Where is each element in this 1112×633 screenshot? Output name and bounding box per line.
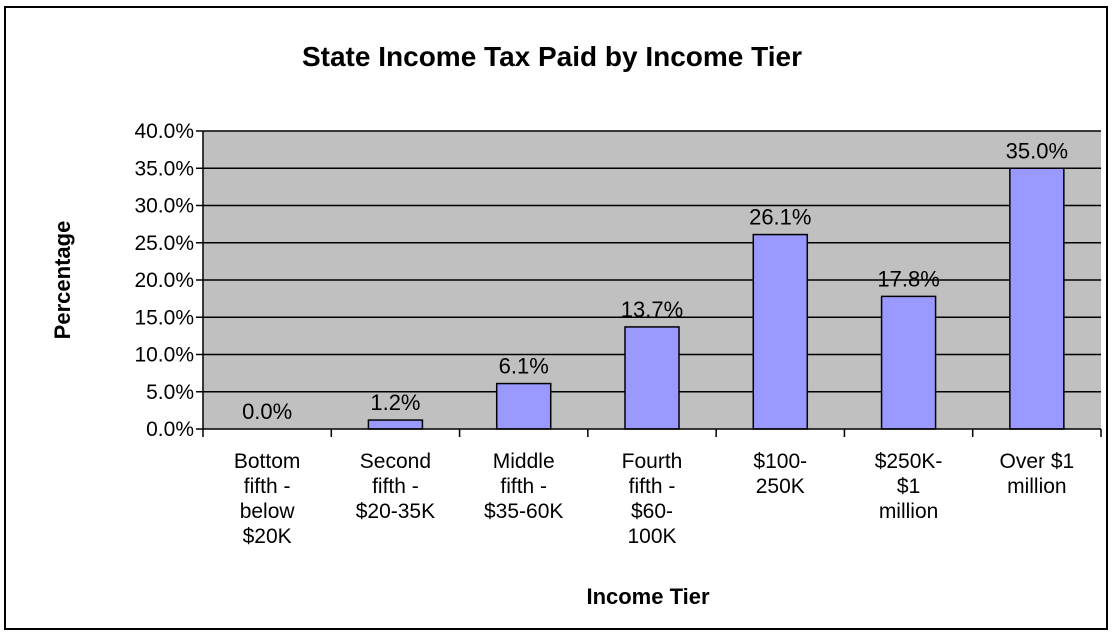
category-label-line: Bottom: [234, 450, 301, 473]
bar: [752, 233, 809, 430]
bar: [495, 382, 552, 430]
category-label-line: $20-35K: [356, 500, 435, 523]
x-axis-title: Income Tier: [586, 584, 710, 609]
category-label-line: 100K: [627, 525, 676, 548]
chart-title: State Income Tax Paid by Income Tier: [302, 41, 802, 72]
category-label-line: fifth -: [500, 475, 547, 498]
category-label-line: 250K: [756, 475, 805, 498]
data-labels: 0.0% 1.2% 6.1% 13.7% 26.1% 17.8% 35.0%: [242, 138, 1068, 424]
y-tick-labels: 0.0% 5.0% 10.0% 15.0% 20.0% 25.0% 30.0% 35.0% 40…: [134, 120, 194, 441]
category-label-line: fifth -: [244, 475, 291, 498]
category-label-line: Middle: [493, 450, 555, 473]
y-axis-title: Percentage: [50, 221, 75, 340]
y-tick-label: 10.0%: [134, 344, 194, 367]
category-label: Bottom fifth -below $20K: [234, 450, 301, 548]
y-tick-label: 30.0%: [134, 195, 194, 218]
data-label: 1.2%: [370, 390, 420, 415]
chart-frame: State Income Tax Paid by Income Tier 0.0…: [4, 6, 1108, 630]
category-label: Second fifth -$20-35K: [356, 450, 435, 523]
bar-chart: State Income Tax Paid by Income Tier 0.0…: [50, 41, 1102, 609]
category-label-line: Second: [360, 450, 431, 473]
axes: [196, 130, 1102, 437]
category-label-line: Over $1: [1000, 450, 1075, 473]
category-label-line: fifth -: [629, 475, 676, 498]
y-tick-label: 0.0%: [146, 418, 194, 441]
bar: [624, 326, 680, 430]
category-label-line: fifth -: [372, 475, 419, 498]
category-label-line: $35-60K: [484, 500, 563, 523]
y-tick-label: 40.0%: [134, 120, 194, 143]
bar: [880, 295, 937, 430]
data-label: 0.0%: [242, 399, 292, 424]
category-label-line: $100-: [753, 450, 807, 473]
category-label-line: $20K: [243, 525, 292, 548]
data-label: 13.7%: [621, 297, 683, 322]
category-label-line: million: [879, 500, 939, 523]
y-tick-label: 25.0%: [134, 232, 194, 255]
data-label: 26.1%: [749, 205, 811, 230]
bar: [367, 419, 424, 430]
category-label-line: below: [240, 500, 296, 523]
category-label-line: $250K-: [875, 450, 943, 473]
category-label: $100-250K: [753, 450, 807, 498]
y-tick-label: 15.0%: [134, 306, 194, 329]
category-label: Middle fifth -$35-60K: [484, 450, 563, 523]
category-label-line: Fourth: [622, 450, 683, 473]
category-label: $250K-$1 million: [875, 450, 943, 523]
data-label: 17.8%: [877, 266, 939, 291]
y-tick-label: 20.0%: [134, 269, 194, 292]
data-label: 35.0%: [1006, 138, 1068, 163]
y-tick-label: 35.0%: [134, 157, 194, 180]
category-label-line: $60-: [631, 500, 673, 523]
y-tick-label: 5.0%: [146, 381, 194, 404]
category-label-line: $1: [897, 475, 920, 498]
category-label: Over $1 million: [1000, 450, 1075, 498]
bars: [367, 167, 1065, 430]
bar: [1009, 167, 1065, 430]
category-label-line: million: [1007, 475, 1067, 498]
category-label: Fourth fifth -$60-100K: [622, 450, 683, 548]
data-label: 6.1%: [499, 354, 549, 379]
